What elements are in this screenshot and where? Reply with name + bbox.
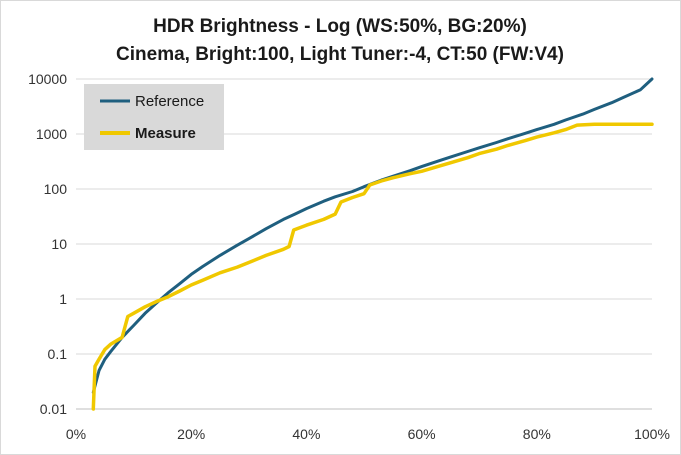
legend-box — [84, 84, 224, 150]
chart-title: HDR Brightness - Log (WS:50%, BG:20%) — [153, 16, 527, 37]
y-tick-label: 1 — [59, 291, 67, 307]
x-tick-label: 20% — [177, 426, 205, 442]
axes: 0.01 0.1 1 10 100 1000 10000 0% 20% 40% 60% 80% 100% — [28, 71, 670, 442]
y-tick-label: 1000 — [36, 126, 67, 142]
x-tick-label: 100% — [634, 426, 670, 442]
legend-label-measure: Measure — [135, 125, 196, 142]
x-tick-label: 40% — [292, 426, 320, 442]
x-tick-label: 80% — [523, 426, 551, 442]
y-tick-label: 0.1 — [48, 346, 68, 362]
chart-subtitle: Cinema, Bright:100, Light Tuner:-4, CT:5… — [116, 44, 564, 65]
x-tick-label: 0% — [66, 426, 86, 442]
legend-label-reference: Reference — [135, 93, 204, 110]
y-tick-label: 10000 — [28, 71, 67, 87]
y-tick-label: 100 — [44, 181, 68, 197]
x-tick-label: 60% — [408, 426, 436, 442]
data-series — [91, 77, 654, 411]
legend: Reference Measure — [84, 84, 224, 150]
y-tick-label: 0.01 — [40, 401, 67, 417]
series-line-measure — [91, 122, 654, 411]
y-tick-label: 10 — [51, 236, 67, 252]
